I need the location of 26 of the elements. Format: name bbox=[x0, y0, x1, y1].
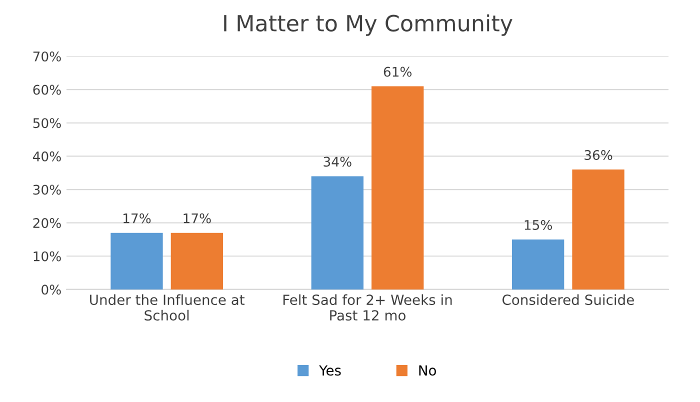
y-tick-label: 30% bbox=[33, 184, 61, 195]
bar bbox=[311, 176, 364, 290]
bar bbox=[572, 170, 624, 290]
bar bbox=[372, 86, 424, 290]
chart-title: I Matter to My Community bbox=[224, 14, 512, 36]
bar bbox=[512, 239, 564, 290]
data-label: 34% bbox=[324, 156, 352, 167]
y-tick-label: 50% bbox=[33, 118, 61, 128]
legend-label: Yes bbox=[319, 365, 341, 376]
bar bbox=[110, 232, 163, 290]
x-tick-label: Felt Sad for 2+ Weeks in Past 12 mo bbox=[283, 294, 452, 321]
y-tick-label: 60% bbox=[33, 84, 61, 95]
legend-label: No bbox=[419, 365, 436, 376]
y-tick-label: 10% bbox=[34, 251, 61, 262]
x-tick-label: Considered Suicide bbox=[502, 294, 634, 306]
y-tick-label: 20% bbox=[33, 218, 61, 228]
y-tick-label: 70% bbox=[33, 52, 61, 62]
data-label: 15% bbox=[524, 220, 552, 230]
x-tick-label: Under the Influence at School bbox=[90, 294, 245, 321]
data-label: 36% bbox=[584, 150, 612, 160]
data-label: 17% bbox=[184, 213, 211, 224]
data-label: 17% bbox=[124, 213, 151, 224]
data-label: 61% bbox=[384, 66, 412, 77]
y-tick-label: 40% bbox=[32, 151, 61, 162]
bar bbox=[170, 232, 224, 290]
y-tick-label: 0% bbox=[42, 284, 61, 295]
